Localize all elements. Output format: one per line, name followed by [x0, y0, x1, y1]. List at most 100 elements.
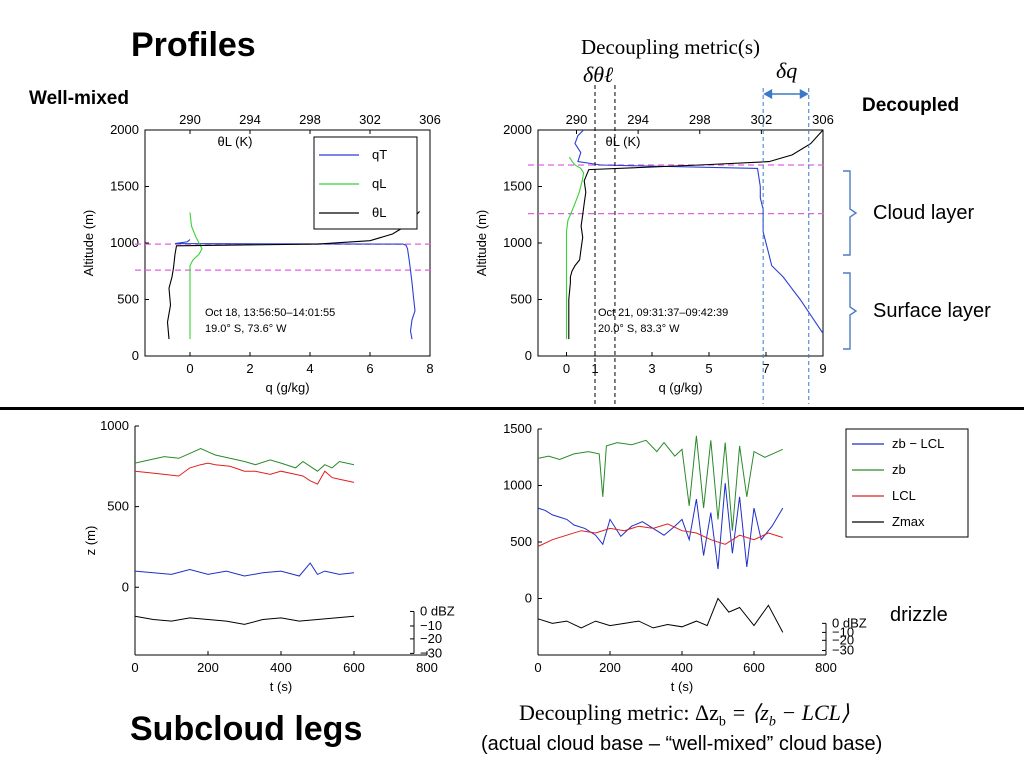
legs-well-mixed-series-zb	[134, 448, 355, 472]
metric-formula: Decoupling metric: Δzb = ⟨zb − LCL⟩	[519, 700, 849, 730]
profile-well-mixed-series-qL	[189, 212, 203, 340]
cloud-layer-label: Cloud layer	[873, 202, 975, 224]
legs-well-mixed-dbz-tick-label: −10	[420, 618, 442, 633]
metric-formula-sub2: b	[768, 714, 776, 730]
legs-decoupled-series-zmax	[537, 597, 784, 633]
profile-decoupled-series-thetaL	[568, 129, 824, 340]
legs-decoupled-xtick-label: 0	[534, 660, 541, 675]
delta-q-arrowhead-right	[799, 89, 809, 99]
profile-legend-label: θL	[372, 205, 386, 220]
profile-well-mixed-ytick-label: 1500	[110, 179, 139, 194]
legs-well-mixed-ytick-label: 500	[107, 499, 129, 514]
legs-legend-box	[845, 428, 969, 538]
legs-well-mixed-dbz-tick-label: −20	[420, 631, 442, 646]
metric-formula-dz: Δz	[694, 700, 719, 725]
legs-well-mixed-series-zmax	[134, 615, 355, 625]
legs-well-mixed-xtick-label: 200	[197, 660, 219, 675]
subcloud-title: Subcloud legs	[130, 710, 363, 748]
legs-well-mixed-xtick-label: 600	[343, 660, 365, 675]
surface-layer-label: Surface layer	[873, 300, 991, 322]
profile-decoupled-toptick-label: 290	[566, 112, 588, 127]
legs-decoupled-xtick-label: 600	[743, 660, 765, 675]
legs-decoupled-xtick-label: 400	[671, 660, 693, 675]
profile-decoupled-ytick-label: 1500	[503, 179, 532, 194]
profile-well-mixed-toptick-label: 290	[179, 112, 201, 127]
profile-well-mixed-ytick-label: 0	[132, 348, 139, 363]
legs-well-mixed-ylabel: z (m)	[83, 526, 98, 556]
profile-well-mixed-xtick-label: 4	[306, 361, 313, 376]
profile-decoupled-xlabel: q (g/kg)	[658, 380, 702, 395]
legs-well-mixed-xtick-label: 400	[270, 660, 292, 675]
legs-decoupled-xlabel: t (s)	[671, 679, 693, 694]
profile-legend-box	[313, 136, 418, 230]
profile-well-mixed-ytick-label: 2000	[110, 122, 139, 137]
profile-well-mixed-toptick-label: 294	[239, 112, 261, 127]
legs-well-mixed-ytick-label: 1000	[100, 418, 129, 433]
delta-q-label: δq	[776, 58, 798, 83]
legs-decoupled-dbz-tick-label: −10	[832, 624, 854, 639]
metric-formula-left: Decoupling metric:	[519, 700, 695, 725]
legs-legend-label: Zmax	[892, 514, 925, 529]
profile-decoupled-series-qT	[574, 129, 824, 334]
profile-well-mixed-annotation-line1: Oct 18, 13:56:50–14:01:55	[205, 307, 335, 319]
profile-well-mixed-toptick-label: 298	[299, 112, 321, 127]
metric-formula-eq: = ⟨z	[725, 700, 769, 725]
profiles-title: Profiles	[131, 26, 256, 64]
metric-formula-tail: − LCL⟩	[775, 700, 850, 725]
profile-decoupled-ytick-label: 2000	[503, 122, 532, 137]
profile-well-mixed-series-thetaL	[166, 211, 420, 340]
profile-well-mixed-ytick-label: 500	[117, 292, 139, 307]
legs-well-mixed-series-lcl	[134, 462, 355, 485]
profile-well-mixed-toptick-label: 306	[419, 112, 441, 127]
profile-decoupled-xtick-label: 3	[648, 361, 655, 376]
profile-decoupled-toptick-label: 302	[751, 112, 773, 127]
cloud-layer-bracket	[843, 170, 858, 256]
legs-decoupled-ytick-label: 0	[525, 591, 532, 606]
legs-decoupled-ytick-label: 1500	[503, 421, 532, 436]
legs-legend-label: zb − LCL	[892, 436, 944, 451]
surface-layer-bracket	[843, 272, 858, 350]
legs-decoupled-xtick-label: 800	[815, 660, 837, 675]
legs-decoupled-series-lcl	[537, 523, 783, 547]
profile-decoupled-toptick-label: 306	[812, 112, 834, 127]
profile-decoupled-xtick-label: 7	[762, 361, 769, 376]
profile-legend-label: qL	[372, 176, 386, 191]
profile-decoupled-ytick-label: 1000	[503, 235, 532, 250]
legs-decoupled-xtick-label: 200	[599, 660, 621, 675]
legs-legend-label: LCL	[892, 488, 916, 503]
legs-well-mixed-series-zb-lcl	[134, 562, 355, 577]
profile-well-mixed-top-axis-label: θL (K)	[218, 134, 253, 149]
drizzle-label: drizzle	[890, 604, 948, 626]
legs-decoupled-dbz-tick-label: −20	[832, 632, 854, 647]
profile-well-mixed-xtick-label: 8	[426, 361, 433, 376]
profile-well-mixed-xlabel: q (g/kg)	[265, 380, 309, 395]
legs-decoupled-series-zb	[537, 435, 784, 531]
profile-decoupled-xtick-label: 0	[563, 361, 570, 376]
profile-decoupled-annotation-line2: 20.0° S, 83.3° W	[598, 323, 680, 335]
legs-decoupled-dbz-tick-label: −30	[832, 642, 854, 657]
profile-well-mixed-toptick-label: 302	[359, 112, 381, 127]
metric-formula-sub: b	[718, 714, 726, 730]
profile-decoupled-toptick-label: 298	[689, 112, 711, 127]
profile-decoupled-xtick-label: 9	[819, 361, 826, 376]
decoupled-label: Decoupled	[862, 95, 960, 116]
legs-decoupled-ytick-label: 500	[510, 534, 532, 549]
decoupling-metrics-title: Decoupling metric(s)	[581, 35, 761, 59]
profile-decoupled-series-qL	[565, 156, 585, 340]
profile-well-mixed-xtick-label: 2	[246, 361, 253, 376]
profile-decoupled-top-axis-label: θL (K)	[606, 134, 641, 149]
delta-theta-label: δθℓ	[583, 62, 614, 87]
well-mixed-label: Well-mixed	[29, 88, 129, 109]
profile-well-mixed-xtick-label: 6	[366, 361, 373, 376]
profile-decoupled-xtick-label: 5	[705, 361, 712, 376]
profile-well-mixed-annotation-line2: 19.0° S, 73.6° W	[205, 323, 287, 335]
legs-decoupled-series-zb-lcl	[537, 483, 784, 570]
profile-decoupled-annotation-line1: Oct 21, 09:31:37–09:42:39	[598, 307, 728, 319]
legs-well-mixed-dbz-tick-label: 0 dBZ	[420, 603, 455, 618]
legs-decoupled-ytick-label: 1000	[503, 478, 532, 493]
metric-caption: (actual cloud base – “well-mixed” cloud …	[481, 733, 883, 755]
profile-well-mixed-series-qT	[174, 239, 416, 340]
profile-well-mixed-ylabel: Altitude (m)	[81, 210, 96, 276]
profile-well-mixed-ytick-label: 1000	[110, 235, 139, 250]
